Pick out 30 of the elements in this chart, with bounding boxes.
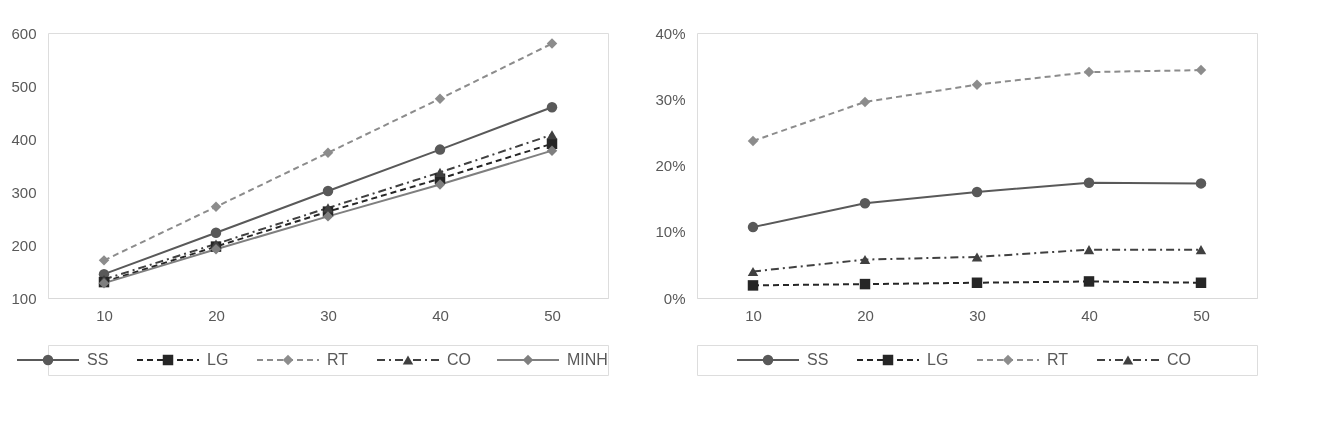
legend-label: LG [927, 351, 949, 368]
y-tick-label: 600 [11, 24, 37, 42]
y-tick-label: 300 [11, 183, 37, 201]
y-tick-label: 400 [11, 130, 37, 148]
y-tick-label: 20% [655, 157, 686, 174]
x-tick-label: 20 [857, 306, 874, 324]
x-tick-label: 10 [745, 306, 762, 324]
legend-label: RT [1047, 351, 1069, 368]
legend-label: CO [1167, 351, 1191, 368]
legend-label: LG [207, 351, 229, 368]
y-tick-label: 0% [663, 289, 686, 307]
x-tick-label: 30 [320, 306, 337, 324]
legend-label: SS [87, 351, 109, 368]
y-tick-label: 30% [655, 90, 686, 108]
x-tick-label: 50 [1193, 306, 1210, 324]
y-tick-label: 500 [11, 77, 37, 95]
y-tick-label: 200 [11, 236, 37, 254]
y-tick-label: 100 [11, 289, 37, 307]
legend-label: RT [327, 351, 349, 368]
legend-label: MINH [567, 351, 608, 368]
x-tick-label: 40 [1081, 306, 1098, 324]
y-tick-label: 10% [655, 223, 686, 241]
x-tick-label: 10 [96, 306, 113, 324]
y-tick-label: 40% [655, 24, 686, 42]
x-tick-label: 30 [969, 306, 986, 324]
x-tick-label: 40 [432, 306, 449, 324]
x-tick-label: 50 [544, 306, 561, 324]
x-tick-label: 20 [208, 306, 225, 324]
legend-label: CO [447, 351, 471, 368]
legend-label: SS [807, 351, 829, 368]
